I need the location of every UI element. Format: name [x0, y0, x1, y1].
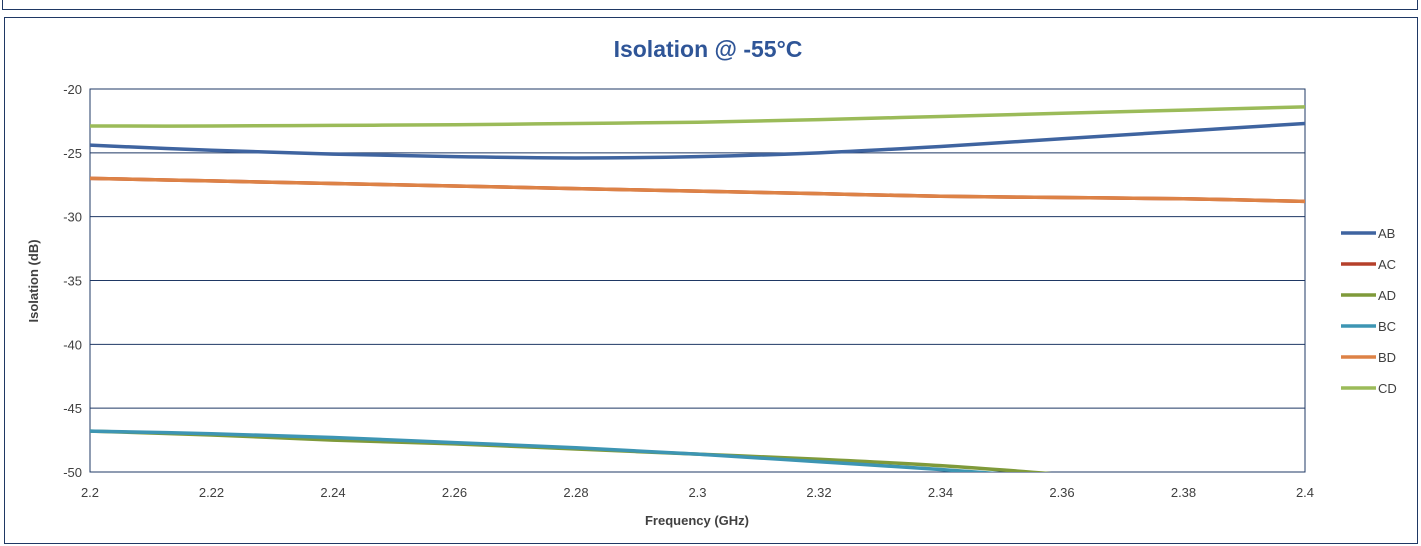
x-tick-label: 2.26: [442, 485, 467, 500]
x-axis-label: Frequency (GHz): [645, 513, 749, 528]
series-line-bd: [90, 176, 1305, 204]
y-tick-label: -35: [63, 274, 82, 289]
x-tick-label: 2.4: [1296, 485, 1314, 500]
legend-label-ab: AB: [1378, 226, 1395, 241]
x-tick-label: 2.36: [1049, 485, 1074, 500]
top-frame: [2, 0, 1418, 10]
plot-area: [89, 88, 1306, 473]
x-tick-label: 2.3: [688, 485, 706, 500]
x-tick-label: 2.28: [563, 485, 588, 500]
y-tick-label: -40: [63, 337, 82, 352]
x-tick-label: 2.2: [81, 485, 99, 500]
y-tick-label: -25: [63, 146, 82, 161]
x-tick-label: 2.32: [806, 485, 831, 500]
legend-label-bc: BC: [1378, 319, 1396, 334]
y-tick-label: -20: [63, 82, 82, 97]
y-tick-label: -30: [63, 210, 82, 225]
x-tick-label: 2.34: [928, 485, 953, 500]
legend-label-ac: AC: [1378, 257, 1396, 272]
y-tick-label: -50: [63, 465, 82, 480]
x-tick-label: 2.22: [199, 485, 224, 500]
legend-label-ad: AD: [1378, 288, 1396, 303]
legend: AB AC AD BC BD CD: [1341, 226, 1397, 396]
x-tick-label: 2.38: [1171, 485, 1196, 500]
series-line-ab: [90, 121, 1305, 160]
series-line-cd: [90, 105, 1305, 128]
grid-lines: [90, 88, 1305, 473]
legend-label-bd: BD: [1378, 350, 1396, 365]
series-line-bc: [90, 429, 1002, 472]
y-axis-ticks: -20 -25 -30 -35 -40 -45 -50: [63, 82, 82, 480]
x-tick-label: 2.24: [320, 485, 345, 500]
chart-title: Isolation @ -55°C: [614, 36, 803, 62]
legend-label-cd: CD: [1378, 381, 1397, 396]
y-tick-label: -45: [63, 401, 82, 416]
series-lines: [90, 105, 1305, 472]
y-axis-label: Isolation (dB): [26, 239, 41, 322]
x-axis-ticks: 2.2 2.22 2.24 2.26 2.28 2.3 2.32 2.34 2.36 2.38 2.…: [81, 485, 1314, 500]
